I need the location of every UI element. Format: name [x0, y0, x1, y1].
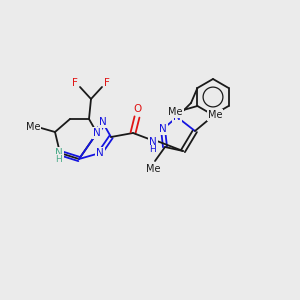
Text: F: F	[72, 78, 78, 88]
Text: Me: Me	[146, 164, 160, 174]
Text: F: F	[104, 78, 110, 88]
Text: N: N	[93, 128, 101, 138]
Text: N: N	[149, 137, 157, 147]
Text: O: O	[133, 104, 141, 114]
Text: N: N	[159, 124, 167, 134]
Text: H: H	[150, 146, 156, 154]
Text: Me: Me	[26, 122, 40, 132]
Text: H: H	[56, 154, 62, 164]
Text: Me: Me	[208, 110, 222, 120]
Text: N: N	[55, 148, 63, 158]
Text: N: N	[173, 112, 181, 122]
Text: N: N	[96, 148, 104, 158]
Text: Me: Me	[168, 107, 183, 117]
Text: N: N	[99, 117, 107, 127]
